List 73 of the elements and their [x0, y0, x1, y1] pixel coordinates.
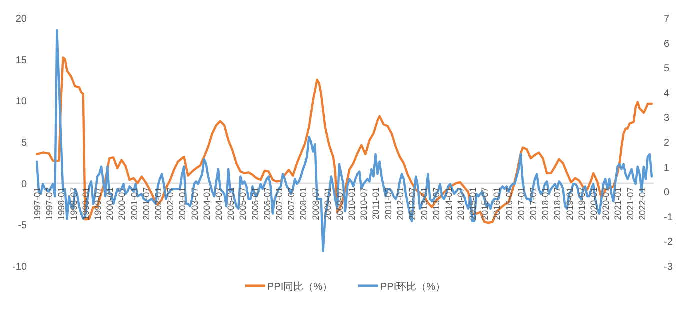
x-tick-label: 1997-07	[44, 187, 55, 220]
y2-tick-label: 2	[664, 138, 670, 149]
x-tick-label: 2016-07	[504, 187, 514, 220]
x-tick-label: 2014-07	[456, 187, 466, 220]
x-tick-label: 2002-07	[166, 187, 176, 220]
x-tick-label: 2007-07	[286, 187, 297, 220]
x-tick-label: 2010-07	[359, 187, 370, 220]
x-tick-label: 2004-07	[214, 187, 224, 220]
x-tick-label: 2008-01	[298, 187, 309, 220]
x-tick-label: 2010-01	[347, 187, 358, 220]
line-series	[36, 56, 654, 224]
x-tick-label: 2006-01	[250, 187, 260, 220]
y2-tick-label: 4	[664, 88, 670, 100]
x-tick-label: 1998-07	[68, 187, 79, 220]
x-tick-label: 1998-01	[56, 187, 67, 220]
y-tick-label: 15	[16, 55, 28, 66]
x-tick-label: 1999-01	[80, 187, 91, 220]
x-tick-label: 2006-07	[262, 187, 272, 220]
x-tick-label: 2021-01	[613, 187, 624, 220]
x-tick-label: 2008-07	[310, 187, 321, 220]
x-tick-label: 2018-01	[540, 187, 551, 220]
x-tick-label: 1999-07	[92, 187, 103, 220]
x-tick-label: 2005-01	[226, 187, 236, 220]
y2-tick-label: -1	[664, 212, 674, 224]
x-tick-label: 2012-07	[408, 187, 418, 220]
x-tick-label: 2000-01	[105, 187, 116, 220]
y-tick-label: 20	[16, 14, 28, 25]
y-tick-label: 5	[21, 138, 28, 149]
x-tick-label: 2002-01	[153, 187, 164, 220]
y-tick-label: -10	[12, 262, 28, 273]
y2-tick-label: 0	[664, 188, 670, 199]
x-tick-label: 2012-01	[395, 187, 406, 220]
x-tick-label: 2019-07	[576, 187, 587, 220]
x-tick-label: 2020-07	[601, 187, 612, 220]
x-tick-label: 2021-07	[625, 187, 636, 220]
x-tick-label: 2000-07	[117, 187, 128, 220]
y2-tick-label: -3	[664, 262, 674, 273]
y2-tick-label: 1	[664, 162, 670, 174]
x-tick-label: 2003-01	[178, 187, 188, 220]
y-tick-label: 10	[16, 96, 28, 108]
x-tick-label: 2014-01	[444, 187, 454, 220]
x-tick-label: 2016-01	[492, 187, 502, 220]
x-tick-label: 2013-01	[420, 187, 430, 220]
x-tick-label: 2015-01	[468, 187, 478, 220]
y-tick-label: 0	[21, 179, 28, 190]
y2-tick-label: 7	[664, 14, 670, 25]
x-tick-label: 2007-01	[274, 187, 284, 220]
y2-tick-label: -2	[664, 237, 674, 248]
x-tick-label: 2009-07	[334, 187, 345, 220]
y-tick-label: -5	[18, 220, 28, 232]
x-tick-label: 2013-07	[432, 187, 442, 220]
x-tick-label: 2003-07	[190, 187, 200, 220]
x-tick-label: 2015-07	[480, 187, 490, 220]
x-tick-label: 2019-01	[564, 187, 575, 220]
x-tick-label: 1997-01	[32, 187, 42, 220]
x-tick-label: 2017-01	[516, 187, 526, 220]
y2-tick-label: 3	[664, 113, 670, 124]
x-tick-label: 2001-07	[141, 187, 152, 220]
x-tick-label: 2011-01	[371, 187, 382, 220]
x-tick-label: 2011-07	[383, 187, 394, 220]
x-tick-label: 2004-01	[202, 187, 212, 220]
x-tick-label: 2020-01	[589, 187, 600, 220]
line-series	[36, 29, 654, 252]
x-tick-label: 2005-07	[238, 187, 248, 220]
x-tick-label: 2001-01	[129, 187, 140, 220]
y2-tick-label: 6	[664, 38, 670, 50]
legend-label: PPI环比（%）	[380, 281, 446, 293]
x-tick-label: 2017-07	[528, 187, 539, 220]
y2-tick-label: 5	[664, 64, 670, 75]
x-tick-label: 2009-01	[322, 187, 333, 220]
x-tick-label: 2022-01	[637, 187, 648, 220]
x-tick-label: 2018-07	[552, 187, 563, 220]
legend-label: PPI同比（%）	[267, 281, 332, 293]
